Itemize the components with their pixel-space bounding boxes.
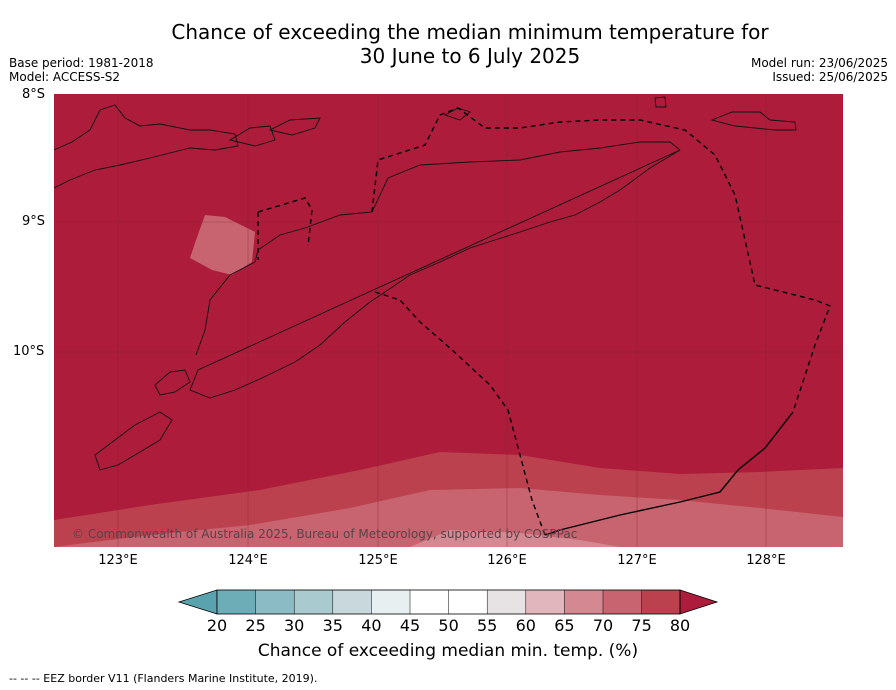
issued-date: Issued: 25/06/2025 [772, 70, 888, 84]
cb-tick-60: 60 [515, 616, 536, 635]
gridlines [54, 94, 843, 547]
cb-tick-50: 50 [438, 616, 459, 635]
cb-tick-30: 30 [284, 616, 305, 635]
meta-left: Base period: 1981-2018 Model: ACCESS-S2 [9, 56, 154, 84]
model-run: Model run: 23/06/2025 [750, 56, 888, 70]
light-patch-65-70 [190, 215, 255, 275]
cb-50-55 [448, 590, 488, 614]
lat-label-8s: 8°S [22, 87, 46, 102]
cb-tick-80: 80 [669, 616, 691, 635]
cb-70-75 [603, 590, 642, 614]
colorbar-extend-low [177, 589, 218, 615]
cb-55-60 [487, 590, 526, 614]
cb-25-30 [255, 590, 295, 614]
lon-label-125e: 125°E [358, 553, 398, 568]
eez-timor-north [371, 107, 831, 413]
cb-45-50 [410, 590, 449, 614]
meta-right: Model run: 23/06/2025 Issued: 25/06/2025 [751, 56, 888, 84]
band-65-70 [410, 530, 620, 547]
model-name: Model: ACCESS-S2 [9, 70, 121, 84]
timor-west-tip [154, 369, 191, 396]
alor-island [268, 117, 321, 136]
lon-label-127e: 127°E [617, 553, 657, 568]
lon-label-124e: 124°E [228, 553, 268, 568]
cb-tick-25: 25 [245, 616, 266, 635]
map-plot [54, 94, 843, 547]
lon-label-123e: 123°E [98, 553, 138, 568]
flores-island-east [228, 125, 276, 147]
title-line-2: 30 June to 6 July 2025 [359, 44, 581, 68]
small-island [654, 96, 667, 108]
cb-tick-55: 55 [477, 616, 498, 635]
flores-coast [54, 104, 239, 189]
lat-label-10s: 10°S [13, 344, 45, 359]
cb-tick-70: 70 [592, 616, 614, 635]
cb-65-70 [564, 590, 603, 614]
cb-35-40 [332, 590, 372, 614]
eez-oecusse [257, 197, 313, 260]
lat-label-9s: 9°S [22, 214, 46, 229]
colorbar [177, 589, 719, 615]
eez-borders [257, 107, 831, 536]
cb-40-45 [371, 590, 410, 614]
timor-south-coast [189, 149, 681, 399]
cb-20-25 [217, 590, 256, 614]
lon-label-126e: 126°E [487, 553, 527, 568]
eez-south [374, 291, 546, 536]
cb-tick-35: 35 [322, 616, 343, 635]
cb-30-35 [294, 590, 333, 614]
atauro-island [443, 107, 471, 121]
lon-label-128e: 128°E [746, 553, 786, 568]
eez-footnote: -- -- -- EEZ border V11 (Flanders Marine… [9, 672, 318, 685]
colorbar-label: Chance of exceeding median min. temp. (%… [257, 641, 639, 661]
map-title: Chance of exceeding the median minimum t… [0, 20, 896, 68]
copyright-notice: © Commonwealth of Australia 2025, Bureau… [72, 527, 578, 541]
band-70-75 [54, 488, 843, 547]
cb-tick-45: 45 [399, 616, 421, 635]
colorbar-dividers [255, 590, 642, 614]
cb-75-80 [641, 590, 681, 614]
base-period: Base period: 1981-2018 [9, 56, 154, 70]
cb-60-65 [525, 590, 565, 614]
title-line-1: Chance of exceeding the median minimum t… [171, 20, 769, 44]
australia-eez-line [544, 411, 794, 536]
colorbar-extend-high [679, 589, 719, 615]
cb-tick-40: 40 [361, 616, 382, 635]
wetar-islands [710, 111, 797, 131]
cb-tick-65: 65 [554, 616, 575, 635]
cb-tick-75: 75 [631, 616, 652, 635]
cb-tick-20: 20 [206, 616, 228, 635]
roti-island [94, 411, 173, 471]
